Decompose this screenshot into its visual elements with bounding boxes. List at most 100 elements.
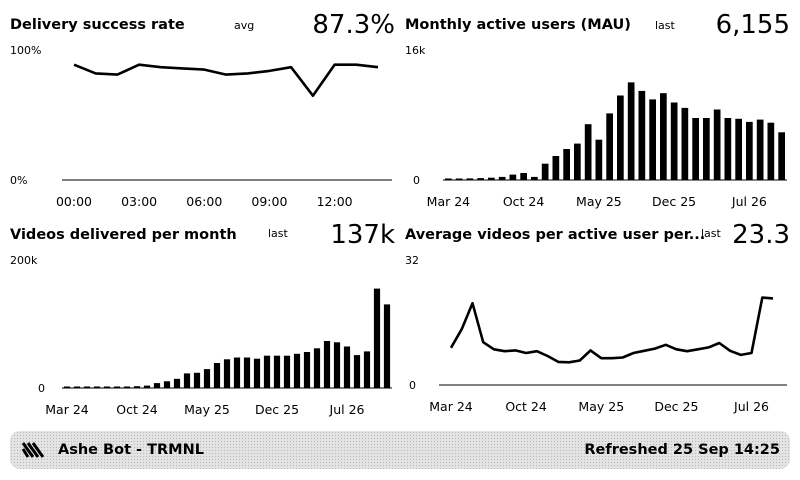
x-tick-label: May 25	[576, 194, 622, 209]
bar	[520, 173, 527, 180]
bar	[63, 386, 71, 388]
panel-title: Videos delivered per month	[10, 227, 237, 243]
bar	[223, 359, 231, 388]
footer-bar: Ashe Bot - TRMNL Refreshed 25 Sep 14:25	[10, 431, 790, 469]
x-tick-label: 09:00	[251, 194, 287, 209]
x-tick-label: Dec 25	[654, 399, 698, 414]
bar	[466, 178, 474, 180]
bar	[778, 132, 785, 180]
bar	[333, 342, 341, 389]
y-tick-label-max: 100%	[10, 44, 41, 57]
x-tick-label: Jul 26	[329, 402, 365, 417]
chart-mau: 16k 0 Mar 24 Oct 24 May 25 Dec 25 Jul 26	[405, 44, 787, 209]
x-tick-label: 03:00	[121, 194, 157, 209]
bar	[670, 102, 678, 180]
y-tick-label-min: 0	[38, 382, 45, 395]
bar	[746, 121, 753, 180]
y-tick-label-min: 0	[413, 174, 420, 187]
bar	[103, 386, 111, 388]
bar	[498, 176, 506, 180]
x-tick-label: Oct 24	[503, 194, 545, 209]
bar	[756, 119, 764, 180]
bar	[606, 113, 613, 180]
bar	[724, 118, 732, 180]
series-line	[73, 63, 379, 97]
x-tick-label: May 25	[578, 399, 624, 414]
footer-title: Ashe Bot - TRMNL	[58, 442, 204, 458]
panel-stat-value: 137k	[330, 220, 395, 250]
x-tick-label: Mar 24	[45, 402, 89, 417]
x-tick-label: Oct 24	[505, 399, 547, 414]
panel-delivery-success: Delivery success rate avg 87.3% 100% 0% 00…	[10, 8, 395, 213]
trmnl-logo-icon	[21, 442, 45, 458]
x-tick-label: Jul 26	[733, 399, 769, 414]
bar	[143, 385, 151, 388]
panel-stat-value: 23.3	[732, 220, 790, 250]
bar	[343, 346, 351, 388]
bar	[363, 351, 371, 388]
panel-title: Average videos per active user per...	[405, 227, 706, 243]
bar	[541, 163, 549, 180]
y-tick-label-min: 0	[409, 379, 416, 392]
bar	[563, 149, 570, 180]
bar	[173, 378, 181, 388]
bar	[213, 363, 221, 388]
bar	[617, 95, 624, 180]
y-tick-label-max: 200k	[10, 254, 38, 267]
bar	[253, 358, 261, 388]
bar	[303, 352, 311, 388]
bar	[193, 372, 201, 389]
bar	[233, 357, 241, 388]
bar	[353, 355, 361, 388]
bar	[263, 355, 271, 388]
panel-mau: Monthly active users (MAU) last 6,155 16…	[405, 8, 790, 213]
panel-stat-value: 6,155	[715, 10, 790, 40]
x-tick-label: May 25	[184, 402, 230, 417]
bar	[445, 178, 452, 180]
bar	[203, 369, 211, 388]
panel-stat-label: last	[268, 227, 288, 240]
panel-videos-delivered: Videos delivered per month last 137k 200…	[10, 218, 395, 423]
x-tick-label: Dec 25	[255, 402, 299, 417]
bar	[373, 288, 381, 388]
bar	[531, 176, 538, 180]
panel-stat-label: last	[655, 19, 675, 32]
bar	[574, 143, 581, 180]
y-tick-label-min: 0%	[10, 174, 27, 187]
bar	[692, 118, 699, 180]
bar	[313, 348, 321, 388]
x-tick-label: 12:00	[317, 194, 353, 209]
bar	[383, 304, 391, 388]
bar	[477, 178, 484, 180]
bar	[163, 381, 171, 388]
panel-stat-label: last	[701, 227, 721, 240]
x-tick-label: Jul 26	[731, 194, 767, 209]
bar	[73, 386, 81, 388]
chart-delivery-success: 100% 0% 00:00 03:00 06:00 09:00 12:00	[10, 44, 392, 209]
bar	[660, 93, 667, 180]
bar	[681, 107, 689, 180]
bar	[133, 386, 141, 388]
bar	[323, 341, 331, 388]
footer-refreshed: Refreshed 25 Sep 14:25	[584, 442, 780, 458]
bar	[93, 386, 101, 388]
panel-stat-value: 87.3%	[312, 10, 395, 40]
bar	[283, 355, 291, 388]
bar	[509, 174, 517, 180]
bar	[113, 386, 121, 388]
bar	[153, 383, 161, 388]
bar	[83, 386, 91, 388]
bar	[273, 355, 281, 388]
bar	[123, 386, 131, 388]
x-tick-label: Oct 24	[116, 402, 158, 417]
bar	[243, 357, 251, 388]
bar	[455, 178, 463, 180]
bar	[735, 118, 742, 180]
bar	[649, 99, 656, 180]
bar	[627, 82, 635, 180]
x-tick-label: Dec 25	[652, 194, 696, 209]
panel-title: Delivery success rate	[10, 17, 185, 33]
x-tick-label: Mar 24	[429, 399, 473, 414]
y-tick-label-max: 32	[405, 254, 419, 267]
